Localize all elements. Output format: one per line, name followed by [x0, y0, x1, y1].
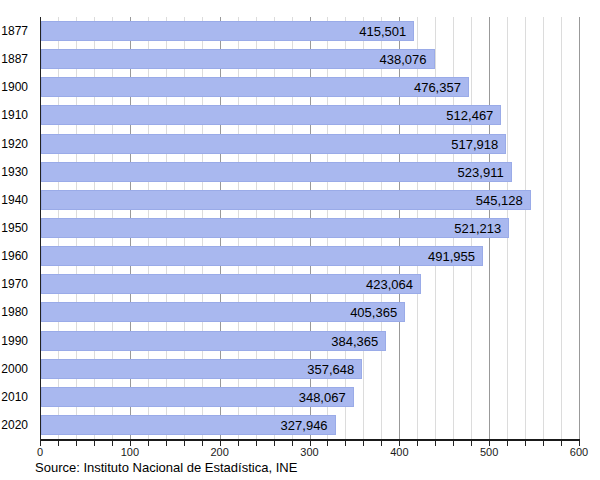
- y-axis-tick-label: 1940: [0, 186, 34, 214]
- bar-row: 476,357: [41, 73, 580, 101]
- y-axis-tick-label: 2020: [0, 411, 34, 439]
- bar: 327,946: [41, 415, 336, 435]
- bar-row: 523,911: [41, 158, 580, 186]
- y-axis-tick-label: 1920: [0, 130, 34, 158]
- bar: 423,064: [41, 274, 421, 294]
- y-axis-tick-label: 1950: [0, 214, 34, 242]
- bar-value-label: 491,955: [428, 249, 475, 264]
- source-caption: Source: Instituto Nacional de Estadístic…: [35, 460, 297, 475]
- bar-value-label: 415,501: [359, 24, 406, 39]
- bar-row: 405,365: [41, 298, 580, 326]
- bar-value-label: 357,648: [307, 361, 354, 376]
- y-axis-tick-label: 1980: [0, 298, 34, 326]
- bar-value-label: 348,067: [299, 389, 346, 404]
- bar-row: 517,918: [41, 130, 580, 158]
- bar: 348,067: [41, 387, 354, 407]
- bar-row: 384,365: [41, 327, 580, 355]
- bar: 545,128: [41, 190, 531, 210]
- bar-row: 415,501: [41, 17, 580, 45]
- bar-row: 491,955: [41, 242, 580, 270]
- bar-value-label: 545,128: [476, 192, 523, 207]
- bar: 384,365: [41, 331, 386, 351]
- bar: 512,467: [41, 105, 501, 125]
- y-axis-tick-label: 2000: [0, 355, 34, 383]
- bar-value-label: 327,946: [281, 418, 328, 433]
- y-axis-tick-label: 2010: [0, 383, 34, 411]
- y-axis-tick-label: 1990: [0, 327, 34, 355]
- y-axis-tick-label: 1930: [0, 158, 34, 186]
- bar: 517,918: [41, 134, 506, 154]
- plot-area: 415,501 438,076 476,357 512,467 517,918 523,9…: [40, 17, 580, 441]
- x-axis-tick-label: 0: [37, 446, 43, 458]
- y-axis-labels: 1877188719001910192019301940195019601970…: [0, 17, 34, 439]
- bar-value-label: 384,365: [331, 333, 378, 348]
- bar-value-label: 476,357: [414, 80, 461, 95]
- bar: 415,501: [41, 21, 414, 41]
- bar: 438,076: [41, 49, 435, 69]
- y-axis-tick-label: 1877: [0, 17, 34, 45]
- x-axis-tick-label: 100: [121, 446, 139, 458]
- bar-value-label: 423,064: [366, 277, 413, 292]
- bar-row: 521,213: [41, 214, 580, 242]
- bar: 405,365: [41, 302, 405, 322]
- bar-value-label: 517,918: [451, 136, 498, 151]
- x-axis-tick-labels: 0100200300400500600: [40, 446, 579, 460]
- population-bar-chart: 1877188719001910192019301940195019601970…: [0, 0, 600, 480]
- bar-value-label: 438,076: [380, 52, 427, 67]
- y-axis-tick-label: 1960: [0, 242, 34, 270]
- x-axis-tick-label: 300: [300, 446, 318, 458]
- bar-row: 438,076: [41, 45, 580, 73]
- y-axis-tick-label: 1900: [0, 73, 34, 101]
- bars-layer: 415,501 438,076 476,357 512,467 517,918 523,9…: [41, 17, 580, 439]
- x-axis-tick-label: 600: [570, 446, 588, 458]
- y-axis-tick-label: 1887: [0, 45, 34, 73]
- bar-value-label: 405,365: [350, 305, 397, 320]
- x-axis-tick-label: 500: [480, 446, 498, 458]
- bar-row: 423,064: [41, 270, 580, 298]
- bar-row: 348,067: [41, 383, 580, 411]
- bar-row: 512,467: [41, 101, 580, 129]
- bar-value-label: 523,911: [458, 164, 504, 179]
- bar-value-label: 512,467: [446, 108, 493, 123]
- bar: 521,213: [41, 218, 509, 238]
- bar: 476,357: [41, 77, 469, 97]
- bar: 357,648: [41, 359, 362, 379]
- y-axis-tick-label: 1910: [0, 101, 34, 129]
- bar-row: 357,648: [41, 355, 580, 383]
- bar-value-label: 521,213: [454, 221, 501, 236]
- bar-row: 545,128: [41, 186, 580, 214]
- y-axis-tick-label: 1970: [0, 270, 34, 298]
- bar: 523,911: [41, 162, 512, 182]
- bar-row: 327,946: [41, 411, 580, 439]
- x-axis-tick-label: 400: [390, 446, 408, 458]
- bar: 491,955: [41, 246, 483, 266]
- x-axis-tick-label: 200: [210, 446, 228, 458]
